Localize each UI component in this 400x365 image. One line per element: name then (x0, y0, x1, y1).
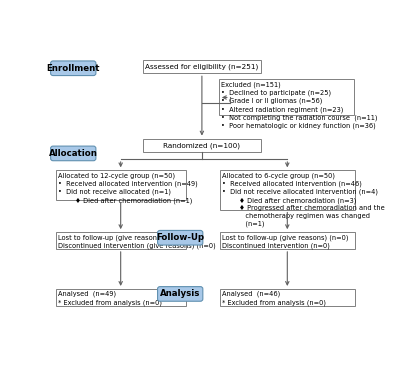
Text: Allocation: Allocation (49, 149, 98, 158)
FancyBboxPatch shape (56, 289, 186, 306)
Text: Analysed  (n=46)
* Excluded from analysis (n=0): Analysed (n=46) * Excluded from analysis… (222, 291, 326, 306)
FancyBboxPatch shape (143, 138, 261, 152)
Text: Analysis: Analysis (160, 289, 200, 299)
Text: Lost to follow-up (give reasons) (n=0)
Discontinued intervention (give reasons) : Lost to follow-up (give reasons) (n=0) D… (58, 234, 216, 249)
Text: Follow-Up: Follow-Up (156, 233, 204, 242)
Text: Randomized (n=100): Randomized (n=100) (164, 142, 240, 149)
FancyBboxPatch shape (51, 146, 96, 161)
FancyBboxPatch shape (220, 170, 355, 210)
FancyBboxPatch shape (220, 289, 355, 306)
Text: Assessed for eligibility (n=251): Assessed for eligibility (n=251) (145, 63, 258, 70)
FancyBboxPatch shape (56, 170, 186, 200)
Text: Allocated to 12-cycle group (n=50)
•  Received allocated intervention (n=49)
•  : Allocated to 12-cycle group (n=50) • Rec… (58, 172, 198, 204)
Text: Allocated to 6-cycle group (n=50)
•  Received allocated intervention (n=46)
•  D: Allocated to 6-cycle group (n=50) • Rece… (222, 172, 385, 227)
FancyBboxPatch shape (219, 80, 354, 115)
Text: Lost to follow-up (give reasons) (n=0)
Discontinued intervention (n=0): Lost to follow-up (give reasons) (n=0) D… (222, 234, 348, 249)
Text: Analysed  (n=49)
* Excluded from analysis (n=0): Analysed (n=49) * Excluded from analysis… (58, 291, 162, 306)
FancyBboxPatch shape (158, 230, 203, 245)
Text: Enrollment: Enrollment (46, 64, 100, 73)
FancyBboxPatch shape (220, 232, 355, 249)
FancyBboxPatch shape (51, 61, 96, 76)
Text: Excluded (n=151)
•  Declined to participate (n=25)
•  Grade I or II gliomas (n=5: Excluded (n=151) • Declined to participa… (221, 81, 378, 129)
FancyBboxPatch shape (56, 232, 186, 249)
FancyBboxPatch shape (158, 287, 203, 301)
FancyBboxPatch shape (143, 60, 261, 73)
